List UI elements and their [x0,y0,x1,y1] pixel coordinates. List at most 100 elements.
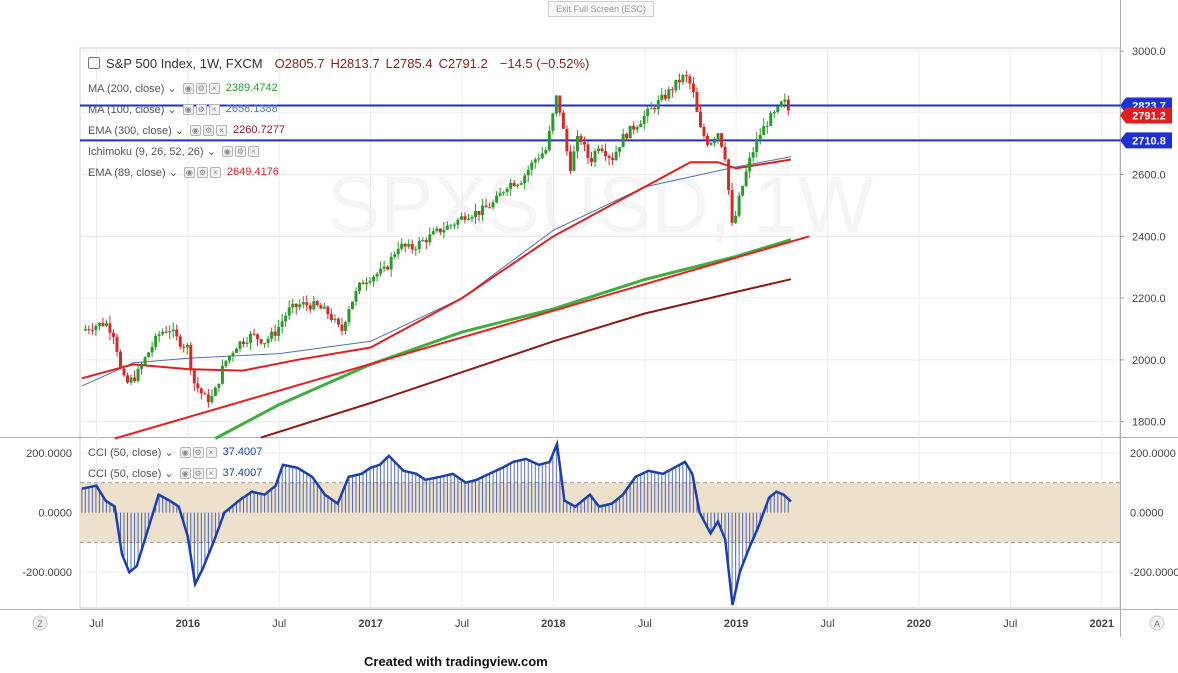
eye-icon[interactable]: ◉ [221,145,233,157]
candle[interactable] [512,180,516,187]
candle[interactable] [199,387,203,400]
candle[interactable] [649,102,653,109]
candle[interactable] [776,105,780,114]
candle[interactable] [298,299,302,311]
candle[interactable] [477,211,481,222]
candle[interactable] [783,93,787,108]
price-tag[interactable]: 2791.2 [1120,107,1172,124]
candle[interactable] [533,157,537,169]
candle[interactable] [765,120,769,134]
candle[interactable] [519,180,523,186]
candle[interactable] [769,111,773,127]
indicator-legend-label[interactable]: MA (100, close) ⌄ [88,103,177,116]
candle[interactable] [442,222,446,239]
candle[interactable] [607,154,611,166]
candle[interactable] [741,185,745,197]
candle[interactable] [727,158,731,195]
candle[interactable] [329,308,333,323]
candle[interactable] [154,333,158,351]
candle[interactable] [445,221,449,231]
candle[interactable] [452,222,456,230]
candle[interactable] [755,132,759,158]
candle[interactable] [372,274,376,287]
candle[interactable] [632,121,636,135]
collapse-icon[interactable] [88,57,100,69]
eye-icon[interactable]: ◉ [179,446,191,458]
auto-scale-button[interactable] [1149,615,1165,631]
candle[interactable] [611,152,615,166]
candle[interactable] [702,123,706,139]
indicator-legend-label[interactable]: MA (200, close) ⌄ [88,82,177,95]
candle[interactable] [691,77,695,98]
candle[interactable] [463,212,467,224]
candle[interactable] [361,279,365,285]
candle[interactable] [375,272,379,282]
candle[interactable] [713,136,717,147]
candle[interactable] [270,327,274,343]
candle[interactable] [294,303,298,315]
candle[interactable] [206,388,210,408]
close-icon[interactable]: × [209,166,221,178]
eye-icon[interactable]: ◉ [183,166,195,178]
candle[interactable] [698,104,702,128]
candle[interactable] [333,314,337,324]
candle[interactable] [561,110,565,130]
candle[interactable] [466,213,470,221]
candle[interactable] [428,227,432,246]
candle[interactable] [217,383,221,392]
candle[interactable] [319,302,323,309]
candle[interactable] [484,198,488,208]
cci-legend-label[interactable]: CCI (50, close) ⌄ [88,467,174,480]
candle[interactable] [308,302,312,313]
candle[interactable] [674,79,678,93]
candle[interactable] [547,125,551,152]
candle[interactable] [291,298,295,314]
close-icon[interactable]: × [208,103,220,115]
candle[interactable] [350,301,354,310]
candle[interactable] [720,132,724,148]
candle[interactable] [340,317,344,336]
candle[interactable] [273,324,277,342]
candle[interactable] [604,143,608,161]
candle[interactable] [586,141,590,165]
cci-legend-row[interactable]: CCI (50, close) ⌄ ◉ ⚙ × 37.4007 [88,465,262,481]
candle[interactable] [143,356,147,367]
candle[interactable] [779,100,783,108]
candle[interactable] [140,361,144,375]
candle[interactable] [614,145,618,161]
candle[interactable] [305,295,309,311]
candle[interactable] [509,178,513,197]
candle[interactable] [551,112,555,135]
candle[interactable] [688,73,692,90]
candle[interactable] [118,349,122,370]
eye-icon[interactable]: ◉ [190,124,202,136]
candle[interactable] [597,145,601,155]
candle[interactable] [572,145,576,172]
candle[interactable] [210,389,214,404]
candle[interactable] [252,328,256,337]
close-icon[interactable]: × [208,82,220,94]
candle[interactable] [579,133,583,145]
candle[interactable] [730,182,734,226]
candle[interactable] [523,172,527,190]
indicator-legend-label[interactable]: EMA (89, close) ⌄ [88,166,178,179]
symbol-title[interactable]: S&P 500 Index, 1W, FXCM [88,56,263,71]
candle[interactable] [396,241,400,259]
candle[interactable] [589,151,593,167]
indicator-legend-label[interactable]: EMA (300, close) ⌄ [88,124,185,137]
candle[interactable] [133,370,137,383]
candle[interactable] [505,186,509,196]
candle[interactable] [168,325,172,340]
candle[interactable] [234,347,238,353]
candle[interactable] [94,323,98,336]
candle[interactable] [196,376,200,393]
candle[interactable] [393,251,397,260]
candle[interactable] [358,281,362,295]
candle[interactable] [639,120,643,128]
candle[interactable] [667,86,671,102]
candle[interactable] [540,146,544,160]
candle[interactable] [407,239,411,250]
candle[interactable] [470,214,474,223]
candle[interactable] [147,351,151,358]
